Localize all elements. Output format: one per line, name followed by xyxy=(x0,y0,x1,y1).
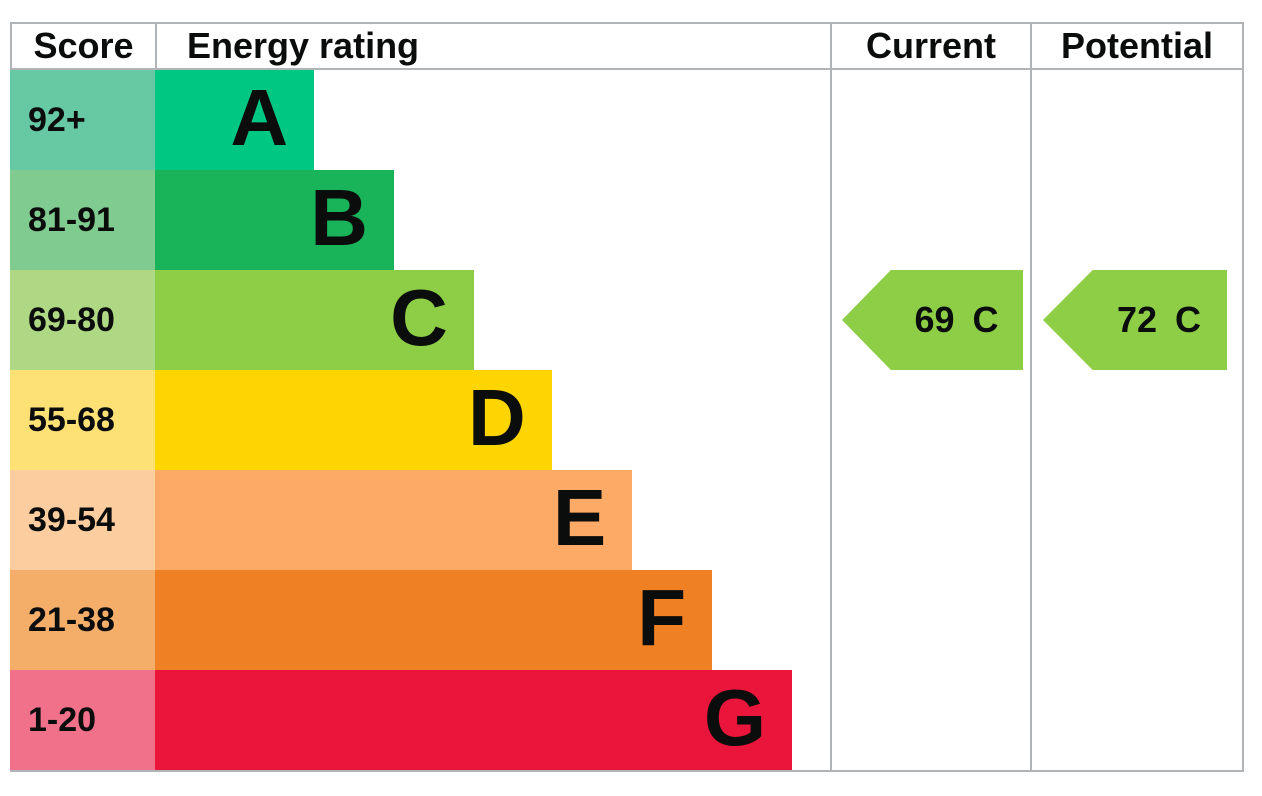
band-row-d: 55-68 D xyxy=(10,370,832,470)
band-bar: E xyxy=(155,470,633,570)
band-score-range: 55-68 xyxy=(10,370,155,470)
energy-rating-header: Energy rating xyxy=(157,24,832,68)
band-score-range: 69-80 xyxy=(10,270,155,370)
band-row-b: 81-91 B xyxy=(10,170,832,270)
band-bar: G xyxy=(155,670,793,770)
band-row-g: 1-20 G xyxy=(10,670,832,770)
band-score-range: 39-54 xyxy=(10,470,155,570)
band-rows: 92+ A 81-91 B 69-80 C 55-68 D 39-54 E 21… xyxy=(10,70,832,770)
band-score-range: 21-38 xyxy=(10,570,155,670)
band-row-f: 21-38 F xyxy=(10,570,832,670)
band-score-range: 1-20 xyxy=(10,670,155,770)
current-score: 69 xyxy=(914,299,955,340)
band-letter: A xyxy=(230,73,289,162)
band-bar: F xyxy=(155,570,713,670)
potential-band-letter: C xyxy=(1175,299,1202,340)
band-letter: F xyxy=(637,573,687,662)
potential-score: 72 xyxy=(1116,299,1158,340)
table-bottom-border xyxy=(10,770,1244,772)
band-row-c: 69-80 C xyxy=(10,270,832,370)
band-bar: B xyxy=(155,170,394,270)
score-header: Score xyxy=(12,24,157,68)
band-letter: G xyxy=(703,673,767,762)
current-header: Current xyxy=(832,24,1032,68)
band-letter: D xyxy=(467,373,526,462)
potential-rating-arrow: 72 C xyxy=(1043,270,1227,370)
band-score-range: 81-91 xyxy=(10,170,155,270)
column-divider-potential xyxy=(1030,22,1032,772)
band-letter: E xyxy=(552,473,607,562)
band-bar: C xyxy=(155,270,474,370)
current-band-letter: C xyxy=(972,299,999,340)
column-divider-current xyxy=(830,22,832,772)
band-score-range: 92+ xyxy=(10,70,155,170)
band-bar: D xyxy=(155,370,552,470)
current-rating-arrow: 69 C xyxy=(842,270,1023,370)
band-letter: C xyxy=(390,273,448,362)
band-row-a: 92+ A xyxy=(10,70,832,170)
table-header-row: Score Energy rating Current Potential xyxy=(10,22,1244,70)
table-right-border xyxy=(1242,22,1244,772)
band-row-e: 39-54 E xyxy=(10,470,832,570)
potential-header: Potential xyxy=(1060,25,1213,66)
band-bar: A xyxy=(155,70,315,170)
band-letter: B xyxy=(310,173,368,262)
